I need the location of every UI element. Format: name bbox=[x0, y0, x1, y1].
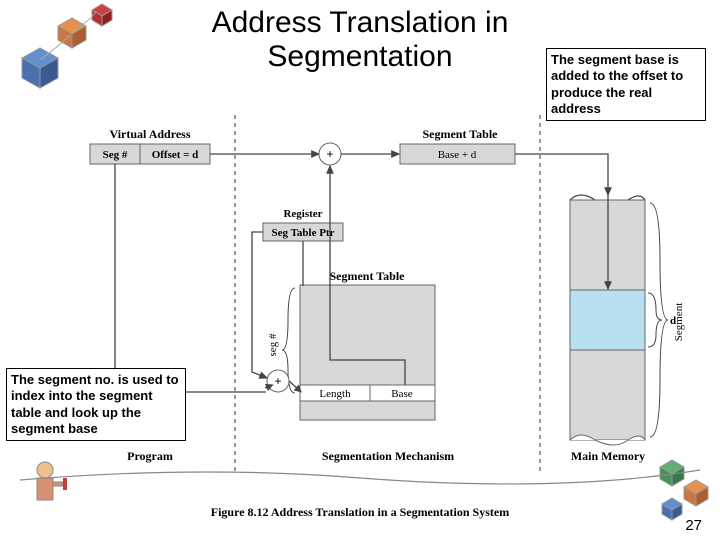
swoosh-line bbox=[20, 470, 700, 484]
title-line1: Address Translation in bbox=[212, 6, 509, 39]
offset-text: Offset = d bbox=[152, 149, 199, 161]
d-brace bbox=[648, 293, 662, 347]
segment-table-arrow-label: Segment Table bbox=[422, 127, 498, 141]
title-line2: Segmentation bbox=[267, 40, 452, 73]
segmentation-mechanism-label: Segmentation Mechanism bbox=[322, 449, 454, 463]
figure-caption: Figure 8.12 Address Translation in a Seg… bbox=[211, 505, 509, 519]
page-number: 27 bbox=[685, 517, 702, 534]
memory-highlight bbox=[570, 290, 645, 350]
base-text: Base bbox=[391, 388, 413, 400]
segment-brace bbox=[650, 203, 668, 437]
segment-table-label: Segment Table bbox=[329, 269, 405, 283]
cube-decor-bottom bbox=[660, 460, 708, 520]
into-memory-arrow bbox=[569, 154, 608, 195]
callout-right: The segment base is added to the offset … bbox=[546, 48, 706, 121]
register-label: Register bbox=[283, 208, 322, 220]
segno-to-adder-arrow bbox=[115, 164, 266, 392]
svg-text:+: + bbox=[274, 374, 281, 388]
svg-text:+: + bbox=[326, 147, 333, 161]
seg-table-ptr-text: Seg Table Ptr bbox=[272, 227, 335, 239]
virtual-address-label: Virtual Address bbox=[109, 127, 190, 141]
callout-left: The segment no. is used to index into th… bbox=[6, 368, 186, 441]
base-plus-d-text: Base + d bbox=[438, 149, 477, 161]
person-icon bbox=[37, 462, 67, 500]
segment-text: Segment bbox=[673, 303, 685, 342]
register-to-adder-arrow bbox=[252, 232, 267, 378]
seg-no-text: Seg # bbox=[103, 149, 128, 161]
length-text: Length bbox=[319, 388, 351, 400]
program-label: Program bbox=[127, 449, 173, 463]
main-memory-label: Main Memory bbox=[571, 449, 645, 463]
seg-axis-text: seg # bbox=[267, 333, 279, 356]
